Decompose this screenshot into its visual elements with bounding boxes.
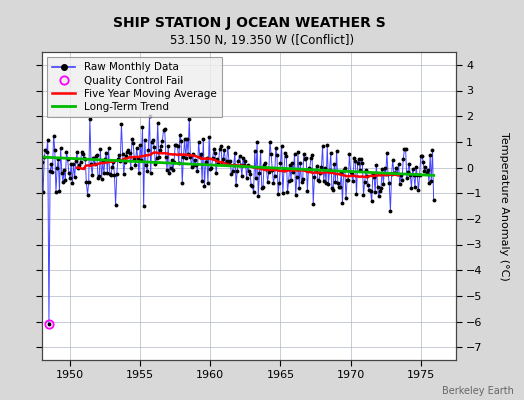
Text: 53.150 N, 19.350 W ([Conflict]): 53.150 N, 19.350 W ([Conflict])	[170, 34, 354, 47]
Y-axis label: Temperature Anomaly (°C): Temperature Anomaly (°C)	[499, 132, 509, 280]
Text: Berkeley Earth: Berkeley Earth	[442, 386, 514, 396]
Title: SHIP STATION J OCEAN WEATHER S: SHIP STATION J OCEAN WEATHER S	[113, 16, 385, 30]
Legend: Raw Monthly Data, Quality Control Fail, Five Year Moving Average, Long-Term Tren: Raw Monthly Data, Quality Control Fail, …	[47, 57, 222, 117]
